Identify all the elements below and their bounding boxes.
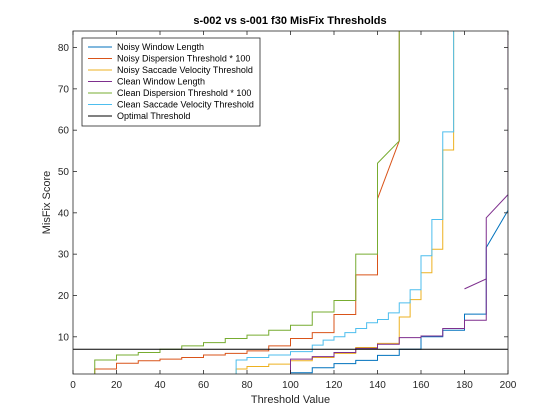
- y-tick-label: 80: [58, 43, 70, 54]
- x-tick-label: 120: [326, 380, 343, 391]
- x-tick-label: 200: [500, 380, 517, 391]
- legend-label: Noisy Dispersion Threshold * 100: [117, 54, 250, 64]
- x-axis-label: Threshold Value: [251, 394, 330, 406]
- x-tick-label: 40: [154, 380, 166, 391]
- legend-item: Clean Dispersion Threshold * 100: [88, 88, 251, 98]
- legend-item: Optimal Threshold: [88, 111, 190, 121]
- ticks-layer: 0 20 40 60 80 100 120 140 160 180 200 10 20 30 40 50 60 7…: [58, 31, 517, 391]
- y-tick-label: 60: [58, 126, 70, 137]
- x-tick-label: 0: [70, 380, 76, 391]
- legend-label: Clean Saccade Velocity Threshold: [117, 100, 254, 110]
- legend-item: Noisy Dispersion Threshold * 100: [88, 54, 250, 64]
- series-layer: [73, 31, 508, 374]
- legend-item: Noisy Window Length: [88, 42, 204, 52]
- legend: Noisy Window Length Noisy Dispersion Thre…: [81, 37, 261, 127]
- legend-label: Noisy Window Length: [117, 42, 204, 52]
- legend-item: Clean Saccade Velocity Threshold: [88, 100, 254, 110]
- x-tick-label: 80: [241, 380, 253, 391]
- y-tick-label: 10: [58, 332, 70, 343]
- series-line-2: [235, 31, 455, 374]
- x-tick-label: 180: [456, 380, 473, 391]
- x-tick-label: 140: [369, 380, 386, 391]
- legend-label: Clean Dispersion Threshold * 100: [117, 88, 251, 98]
- y-tick-label: 70: [58, 84, 70, 95]
- series-line-5: [235, 31, 455, 374]
- x-tick-label: 60: [198, 380, 210, 391]
- series-line-1: [94, 31, 400, 374]
- series-line-0: [290, 31, 508, 374]
- x-tick-label: 20: [111, 380, 123, 391]
- legend-item: Noisy Saccade Velocity Threshold: [88, 65, 253, 75]
- series-line-4: [94, 31, 400, 374]
- legend-label: Clean Window Length: [117, 77, 205, 87]
- chart-title: s-002 vs s-001 f30 MisFix Thresholds: [193, 15, 386, 27]
- y-tick-label: 20: [58, 291, 70, 302]
- y-tick-label: 50: [58, 167, 70, 178]
- legend-item: Clean Window Length: [88, 77, 205, 87]
- x-tick-label: 100: [282, 380, 299, 391]
- legend-label: Noisy Saccade Velocity Threshold: [117, 65, 253, 75]
- y-tick-label: 30: [58, 250, 70, 261]
- series-line-3: [290, 31, 508, 374]
- y-tick-label: 40: [58, 208, 70, 219]
- y-axis-label: MisFix Score: [41, 171, 53, 235]
- x-tick-label: 160: [413, 380, 430, 391]
- legend-label: Optimal Threshold: [117, 111, 190, 121]
